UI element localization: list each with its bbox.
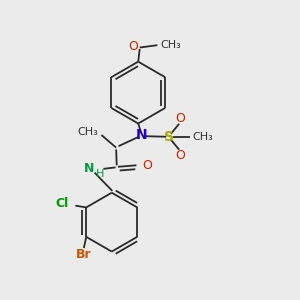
Text: CH₃: CH₃ — [160, 40, 181, 50]
Text: CH₃: CH₃ — [193, 132, 213, 142]
Text: S: S — [164, 130, 174, 144]
Text: CH₃: CH₃ — [78, 127, 98, 137]
Text: Br: Br — [76, 248, 91, 261]
Text: Cl: Cl — [55, 197, 69, 210]
Text: H: H — [95, 169, 104, 179]
Text: O: O — [128, 40, 138, 52]
Text: N: N — [135, 128, 147, 142]
Text: O: O — [176, 148, 185, 161]
Text: O: O — [142, 159, 152, 172]
Text: O: O — [176, 112, 185, 125]
Text: N: N — [84, 162, 94, 175]
